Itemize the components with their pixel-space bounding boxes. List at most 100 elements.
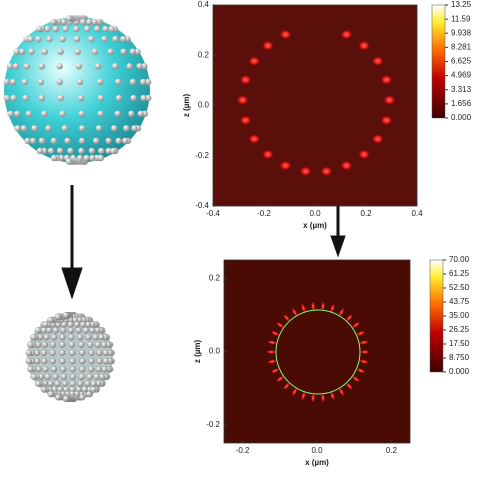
nanoparticle	[49, 341, 57, 348]
nanoparticle	[120, 35, 127, 43]
hot-spot	[345, 382, 354, 391]
y-tick-label: 0.4	[198, 0, 210, 9]
x-tick-label: 0.0	[309, 209, 321, 218]
hot-spot	[380, 74, 393, 85]
colorbar-tick-label: 3.313	[451, 85, 472, 94]
nanoparticle	[87, 341, 94, 348]
colorbar-tick-label: 52.50	[449, 283, 470, 292]
nanoparticle	[115, 137, 122, 145]
nanoparticle	[100, 341, 108, 348]
nanoparticle	[23, 63, 31, 70]
colorbar-tick-label: 11.59	[451, 14, 471, 23]
nanoparticle	[60, 373, 68, 380]
nanoparticle	[77, 94, 85, 102]
hot-spot	[291, 387, 298, 397]
nanoparticle	[79, 349, 86, 357]
nanoparticle	[123, 125, 130, 132]
nanoparticle	[95, 125, 103, 132]
nanoparticle	[10, 78, 17, 86]
nanoparticle	[94, 341, 102, 348]
hot-spot	[338, 307, 345, 317]
nanoparticle	[59, 357, 66, 365]
x-tick-label: 0.4	[411, 209, 423, 218]
nanoparticle	[114, 110, 121, 117]
hot-spot	[239, 115, 252, 126]
nanoparticle	[130, 94, 137, 102]
hot-spot	[301, 390, 306, 401]
nanoparticle	[129, 78, 137, 86]
x-tick-label: 0.2	[386, 446, 398, 455]
nanoparticle	[82, 327, 90, 334]
nanoparticle	[14, 110, 21, 117]
nanoparticle	[79, 357, 86, 365]
nanoparticle	[38, 137, 46, 145]
nanoparticle	[7, 110, 14, 117]
nanoparticle	[52, 327, 59, 334]
nanoparticle	[91, 18, 98, 26]
nanoparticle	[88, 35, 95, 43]
nanoparticle	[102, 349, 109, 357]
hot-spot	[275, 375, 285, 383]
x-tick-label: -0.2	[236, 446, 250, 455]
hot-spot	[282, 382, 291, 391]
hot-spot	[340, 29, 353, 40]
colorbar-tick-label: 8.281	[451, 42, 472, 51]
hot-spot	[330, 303, 335, 314]
nanoparticle	[35, 25, 43, 33]
hot-spot	[236, 95, 249, 105]
hot-spot	[356, 367, 366, 374]
nanoparticle	[22, 94, 29, 102]
colorbar-tick-label: 13.25	[451, 0, 472, 9]
hot-spot	[299, 166, 312, 177]
nanoparticle	[137, 110, 144, 117]
nanoparticle	[79, 321, 87, 328]
nanoparticle	[69, 380, 76, 387]
nanoparticle	[86, 18, 93, 26]
colorbar-tick-label: 0.000	[449, 367, 470, 376]
nanoparticle	[111, 125, 118, 132]
nanoparticle	[128, 110, 135, 117]
nanoparticle	[36, 147, 44, 155]
nanoparticle	[50, 18, 57, 26]
nanoparticle	[97, 154, 104, 162]
nanoparticle	[28, 48, 35, 55]
nanoparticle	[78, 147, 85, 155]
y-tick-label: -0.4	[195, 201, 209, 210]
colorbar-tick-label: 8.750	[449, 353, 470, 362]
nanoparticle	[78, 373, 85, 380]
colorbar-tick-label: 61.25	[449, 269, 470, 278]
hot-spot	[345, 313, 354, 322]
y-tick-label: -0.2	[195, 151, 209, 160]
hot-spot	[338, 387, 345, 397]
nanoparticle	[68, 334, 75, 341]
nanoparticle	[27, 35, 34, 43]
x-tick-label: -0.2	[257, 209, 271, 218]
nanoparticle	[75, 63, 83, 70]
hot-spot	[380, 115, 393, 126]
nanoparticle	[89, 154, 96, 162]
hot-spot	[359, 350, 370, 354]
nanoparticle	[74, 48, 82, 55]
nanoparticle	[85, 334, 92, 341]
hot-spot	[275, 321, 285, 329]
hot-spot	[311, 301, 316, 312]
nanoparticle	[59, 341, 66, 348]
nanoparticle	[40, 349, 48, 357]
hot-spot	[351, 321, 361, 329]
hot-spot	[261, 40, 274, 51]
y-tick-label: -0.2	[206, 420, 220, 429]
nanoparticle	[88, 357, 95, 365]
nanoparticle	[97, 94, 105, 102]
nanoparticle	[77, 334, 84, 341]
colorbar	[431, 4, 446, 119]
nanoparticle	[67, 327, 75, 334]
colorbar-tick-label: 43.75	[449, 297, 470, 306]
hot-spot	[320, 301, 325, 312]
nanoparticle	[77, 380, 84, 387]
nanoparticle	[107, 48, 114, 55]
nanoparticle	[105, 147, 112, 155]
nanoparticle	[50, 366, 58, 373]
nanoparticle	[57, 48, 64, 55]
nanoparticle	[101, 366, 108, 373]
nanoparticle	[44, 25, 51, 33]
